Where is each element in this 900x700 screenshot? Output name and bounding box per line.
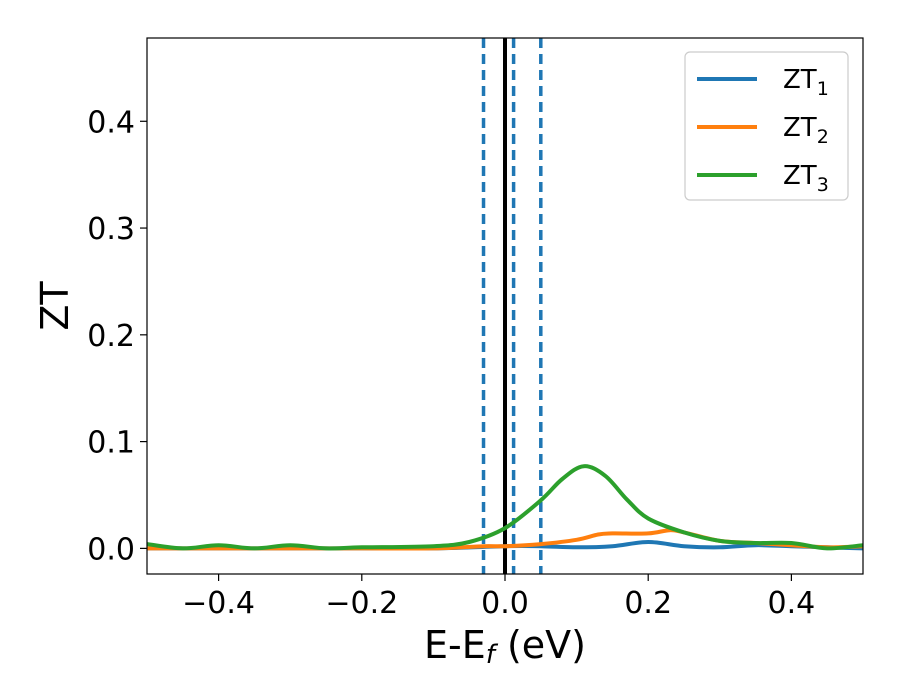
- y-tick-label: 0.4: [87, 105, 135, 140]
- series-line-3: [147, 464, 863, 551]
- y-axis-title: ZT: [33, 281, 77, 331]
- legend-label-1: ZT1: [783, 65, 829, 100]
- legend-label-3: ZT3: [783, 161, 829, 196]
- x-axis-title-main: E-E: [424, 623, 486, 667]
- legend: ZT1 ZT2 ZT3: [684, 51, 849, 201]
- plot-area: [146, 37, 864, 575]
- plot-contents: [147, 38, 863, 574]
- y-tick-label: 0.3: [87, 212, 135, 247]
- x-tick-label: 0.4: [768, 586, 816, 621]
- x-tick-label: −0.4: [182, 586, 255, 621]
- y-tick-label: 0.0: [87, 532, 135, 567]
- y-tick-label: 0.2: [87, 319, 135, 354]
- x-axis: −0.4 −0.2 0.0 0.2 0.4: [182, 574, 815, 621]
- y-axis: 0.0 0.1 0.2 0.3 0.4: [87, 105, 147, 567]
- x-tick-label: 0.0: [481, 586, 529, 621]
- x-axis-title: E-Ef (eV): [424, 623, 586, 670]
- y-tick-label: 0.1: [87, 426, 135, 461]
- x-axis-title-unit: (eV): [495, 623, 586, 667]
- legend-label-2: ZT2: [783, 113, 829, 148]
- x-tick-label: 0.2: [624, 586, 672, 621]
- legend-box: [684, 51, 849, 201]
- x-tick-label: −0.2: [325, 586, 398, 621]
